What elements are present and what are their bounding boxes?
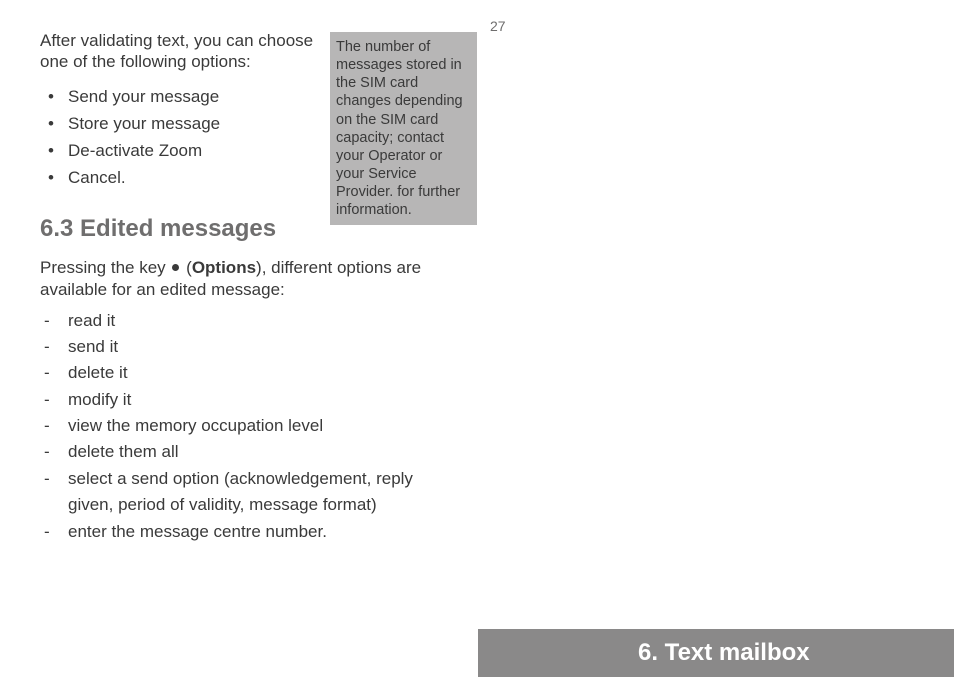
page-number: 27 <box>490 18 506 34</box>
options-paragraph: Pressing the key (Options), different op… <box>40 257 460 300</box>
dash-item: select a send option (acknowledgement, r… <box>58 466 438 519</box>
para-text-before: Pressing the key <box>40 258 170 277</box>
manual-page: 27 After validating text, you can choose… <box>0 0 954 677</box>
options-word: Options <box>192 258 256 277</box>
edited-message-options-list: read it send it delete it modify it view… <box>40 308 460 545</box>
dash-item: modify it <box>58 387 460 413</box>
sim-note-box: The number of messages stored in the SIM… <box>330 32 477 225</box>
intro-paragraph: After validating text, you can choose on… <box>40 30 330 73</box>
dash-item: delete them all <box>58 439 460 465</box>
footer-chapter-title: 6. Text mailbox <box>638 639 810 667</box>
dash-item: view the memory occupation level <box>58 413 460 439</box>
footer-chapter-bar: 6. Text mailbox <box>478 629 954 677</box>
dash-item: delete it <box>58 360 460 386</box>
dot-key-icon <box>172 264 179 271</box>
dash-item: send it <box>58 334 460 360</box>
dash-item: enter the message centre number. <box>58 519 460 545</box>
dash-item: read it <box>58 308 460 334</box>
